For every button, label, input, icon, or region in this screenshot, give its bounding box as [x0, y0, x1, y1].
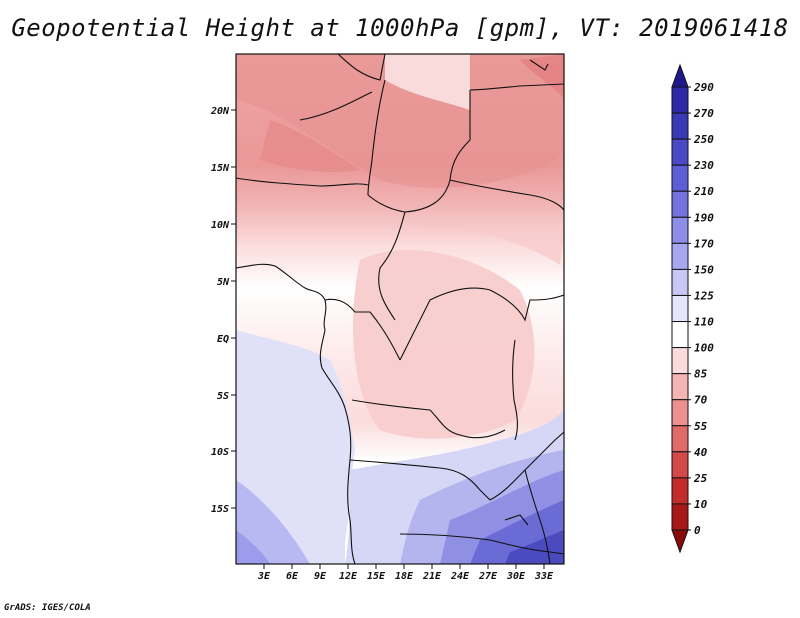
colorbar: 2902702502302101901701501251101008570554… — [671, 63, 714, 554]
colorbar-swatch — [671, 503, 689, 531]
colorbar-label: 210 — [693, 185, 714, 198]
colorbar-swatch — [671, 347, 689, 375]
colorbar-label: 40 — [694, 446, 708, 459]
colorbar-bottom-arrow — [671, 529, 689, 554]
lon-label-9e: 9E — [314, 571, 327, 582]
colorbar-top-arrow — [671, 63, 689, 88]
colorbar-swatch — [671, 373, 689, 401]
map-frame — [235, 53, 565, 565]
colorbar-label: 170 — [694, 237, 714, 250]
colorbar-label: 70 — [694, 394, 708, 407]
colorbar-label: 230 — [693, 159, 714, 172]
colorbar-swatch — [671, 242, 689, 270]
lon-label-24e: 24E — [450, 571, 470, 582]
lon-label-15e: 15E — [367, 571, 386, 582]
lon-label-3e: 3E — [257, 571, 271, 582]
colorbar-swatch — [671, 477, 689, 505]
country-borders — [236, 54, 564, 564]
colorbar-label: 125 — [694, 289, 714, 302]
grads-footer: GrADS: IGES/COLA — [4, 603, 91, 613]
colorbar-swatch — [671, 216, 689, 244]
colorbar-label: 270 — [693, 107, 714, 120]
lat-label-10s: 10S — [211, 447, 229, 458]
colorbar-label: 190 — [694, 211, 714, 224]
colorbar-label: 290 — [693, 81, 714, 94]
lon-label-6e: 6E — [286, 571, 299, 582]
colorbar-swatch — [671, 190, 689, 218]
lat-label-10n: 10N — [211, 220, 230, 231]
longitude-axis — [263, 564, 545, 569]
colorbar-swatch — [671, 268, 689, 296]
lat-label-5n: 5N — [217, 277, 230, 288]
colorbar-label: 25 — [693, 472, 708, 485]
lat-label-20n: 20N — [210, 106, 230, 117]
lon-label-27e: 27E — [478, 571, 498, 582]
colorbar-swatch — [671, 399, 689, 427]
lon-label-12e: 12E — [339, 571, 358, 582]
colorbar-swatch — [671, 294, 689, 323]
colorbar-swatch — [671, 164, 689, 192]
colorbar-label: 55 — [694, 420, 708, 433]
colorbar-swatch — [671, 86, 689, 114]
colorbar-label: 110 — [694, 316, 714, 329]
colorbar-label: 85 — [694, 368, 708, 381]
colorbar-label: 150 — [694, 263, 714, 276]
colorbar-label: 10 — [694, 498, 708, 511]
colorbar-swatch — [671, 138, 689, 166]
lat-label-15s: 15S — [211, 504, 229, 515]
colorbar-swatch — [671, 321, 689, 349]
height-field — [236, 54, 564, 564]
lon-label-18e: 18E — [395, 571, 414, 582]
lat-label-eq: EQ — [217, 334, 229, 345]
lon-label-33e: 33E — [534, 571, 554, 582]
colorbar-label: 0 — [694, 524, 701, 537]
colorbar-swatch — [671, 451, 689, 479]
colorbar-swatch — [671, 425, 689, 453]
colorbar-label: 250 — [693, 133, 714, 146]
colorbar-label: 100 — [694, 342, 714, 355]
latitude-axis — [231, 109, 236, 509]
lat-label-5s: 5S — [217, 391, 229, 402]
lon-label-21e: 21E — [422, 571, 442, 582]
lat-label-15n: 15N — [211, 163, 230, 174]
lon-label-30e: 30E — [506, 571, 526, 582]
map-title: Geopotential Height at 1000hPa [gpm], VT… — [11, 14, 789, 42]
colorbar-swatch — [671, 112, 689, 140]
